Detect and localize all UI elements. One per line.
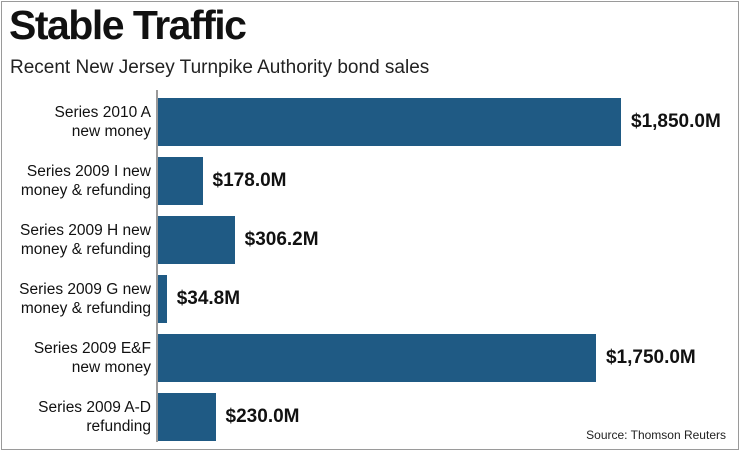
- value-label: $1,750.0M: [605, 347, 696, 368]
- category-label-line: Series 2009 G new: [19, 281, 151, 298]
- value-label: $230.0M: [225, 406, 300, 427]
- bar: [158, 275, 167, 323]
- category-label: Series 2009 A-D refunding: [3, 398, 151, 436]
- category-label-line: money & refunding: [20, 182, 151, 199]
- bar: [158, 216, 235, 264]
- category-label-line: Series 2009 H new: [20, 222, 151, 239]
- bar: [158, 157, 203, 205]
- category-label: Series 2009 E&F new money: [3, 339, 151, 377]
- chart-title: Stable Traffic: [9, 2, 247, 48]
- category-label-line: refunding: [86, 418, 151, 435]
- value-label: $1,850.0M: [631, 111, 721, 132]
- category-label: Series 2009 H new money & refunding: [3, 221, 151, 259]
- category-label-line: money & refunding: [20, 300, 151, 317]
- category-label: Series 2010 A new money: [3, 103, 151, 141]
- category-label-line: Series 2009 E&F: [33, 340, 151, 357]
- chart-subtitle: Recent New Jersey Turnpike Authority bon…: [10, 57, 430, 78]
- category-label: Series 2009 I new money & refunding: [3, 162, 151, 200]
- bar: [158, 393, 216, 441]
- category-label-line: new money: [71, 359, 151, 376]
- value-label: $34.8M: [176, 288, 241, 309]
- category-label-line: new money: [71, 123, 151, 140]
- bar: [158, 334, 596, 382]
- category-label-line: Series 2009 A-D: [38, 399, 151, 416]
- category-label: Series 2009 G new money & refunding: [3, 280, 151, 318]
- category-label-line: money & refunding: [20, 241, 151, 258]
- bar: [158, 98, 621, 146]
- category-label-line: Series 2010 A: [54, 104, 151, 121]
- category-axis-line: [156, 90, 158, 442]
- value-label: $306.2M: [244, 229, 319, 250]
- value-label: $178.0M: [212, 170, 287, 191]
- category-label-line: Series 2009 I new: [26, 163, 151, 180]
- source-note: Source: Thomson Reuters: [586, 428, 726, 442]
